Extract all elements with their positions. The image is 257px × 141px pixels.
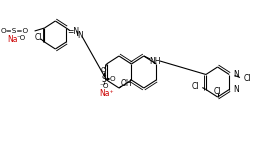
Text: O=S=O: O=S=O xyxy=(0,28,28,34)
Text: Cl: Cl xyxy=(244,74,251,83)
Text: S: S xyxy=(102,74,106,83)
Text: ⁻O: ⁻O xyxy=(99,83,109,89)
Text: Cl: Cl xyxy=(214,86,221,95)
Text: O: O xyxy=(101,67,107,73)
Text: OH: OH xyxy=(120,80,132,89)
Text: N: N xyxy=(78,31,84,40)
Text: ⁻O: ⁻O xyxy=(17,35,26,41)
Text: Cl: Cl xyxy=(191,82,199,91)
Text: O: O xyxy=(109,76,115,82)
Text: Cl: Cl xyxy=(34,32,42,41)
Text: Na: Na xyxy=(7,36,17,45)
Text: =N: =N xyxy=(67,27,79,36)
Text: Na⁺: Na⁺ xyxy=(99,90,114,99)
Text: N: N xyxy=(233,70,238,79)
Text: NH: NH xyxy=(149,57,160,66)
Text: N: N xyxy=(233,85,238,94)
